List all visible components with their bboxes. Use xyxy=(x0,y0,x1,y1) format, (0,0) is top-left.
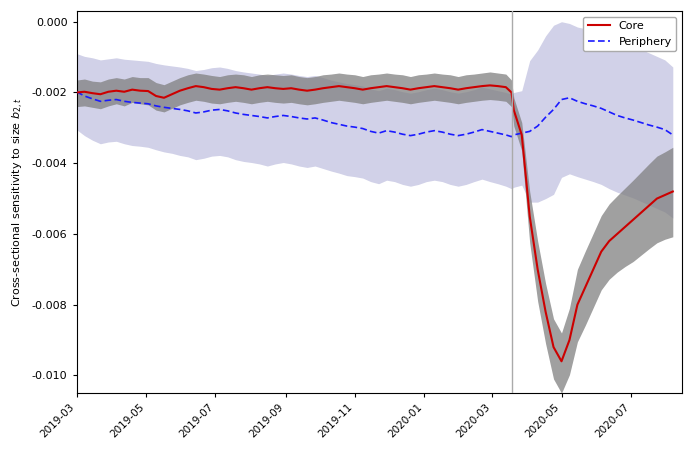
Legend: Core, Periphery: Core, Periphery xyxy=(583,17,676,51)
Y-axis label: Cross-sectional sensitivity to size $b_{2,t}$: Cross-sectional sensitivity to size $b_{… xyxy=(11,97,26,307)
